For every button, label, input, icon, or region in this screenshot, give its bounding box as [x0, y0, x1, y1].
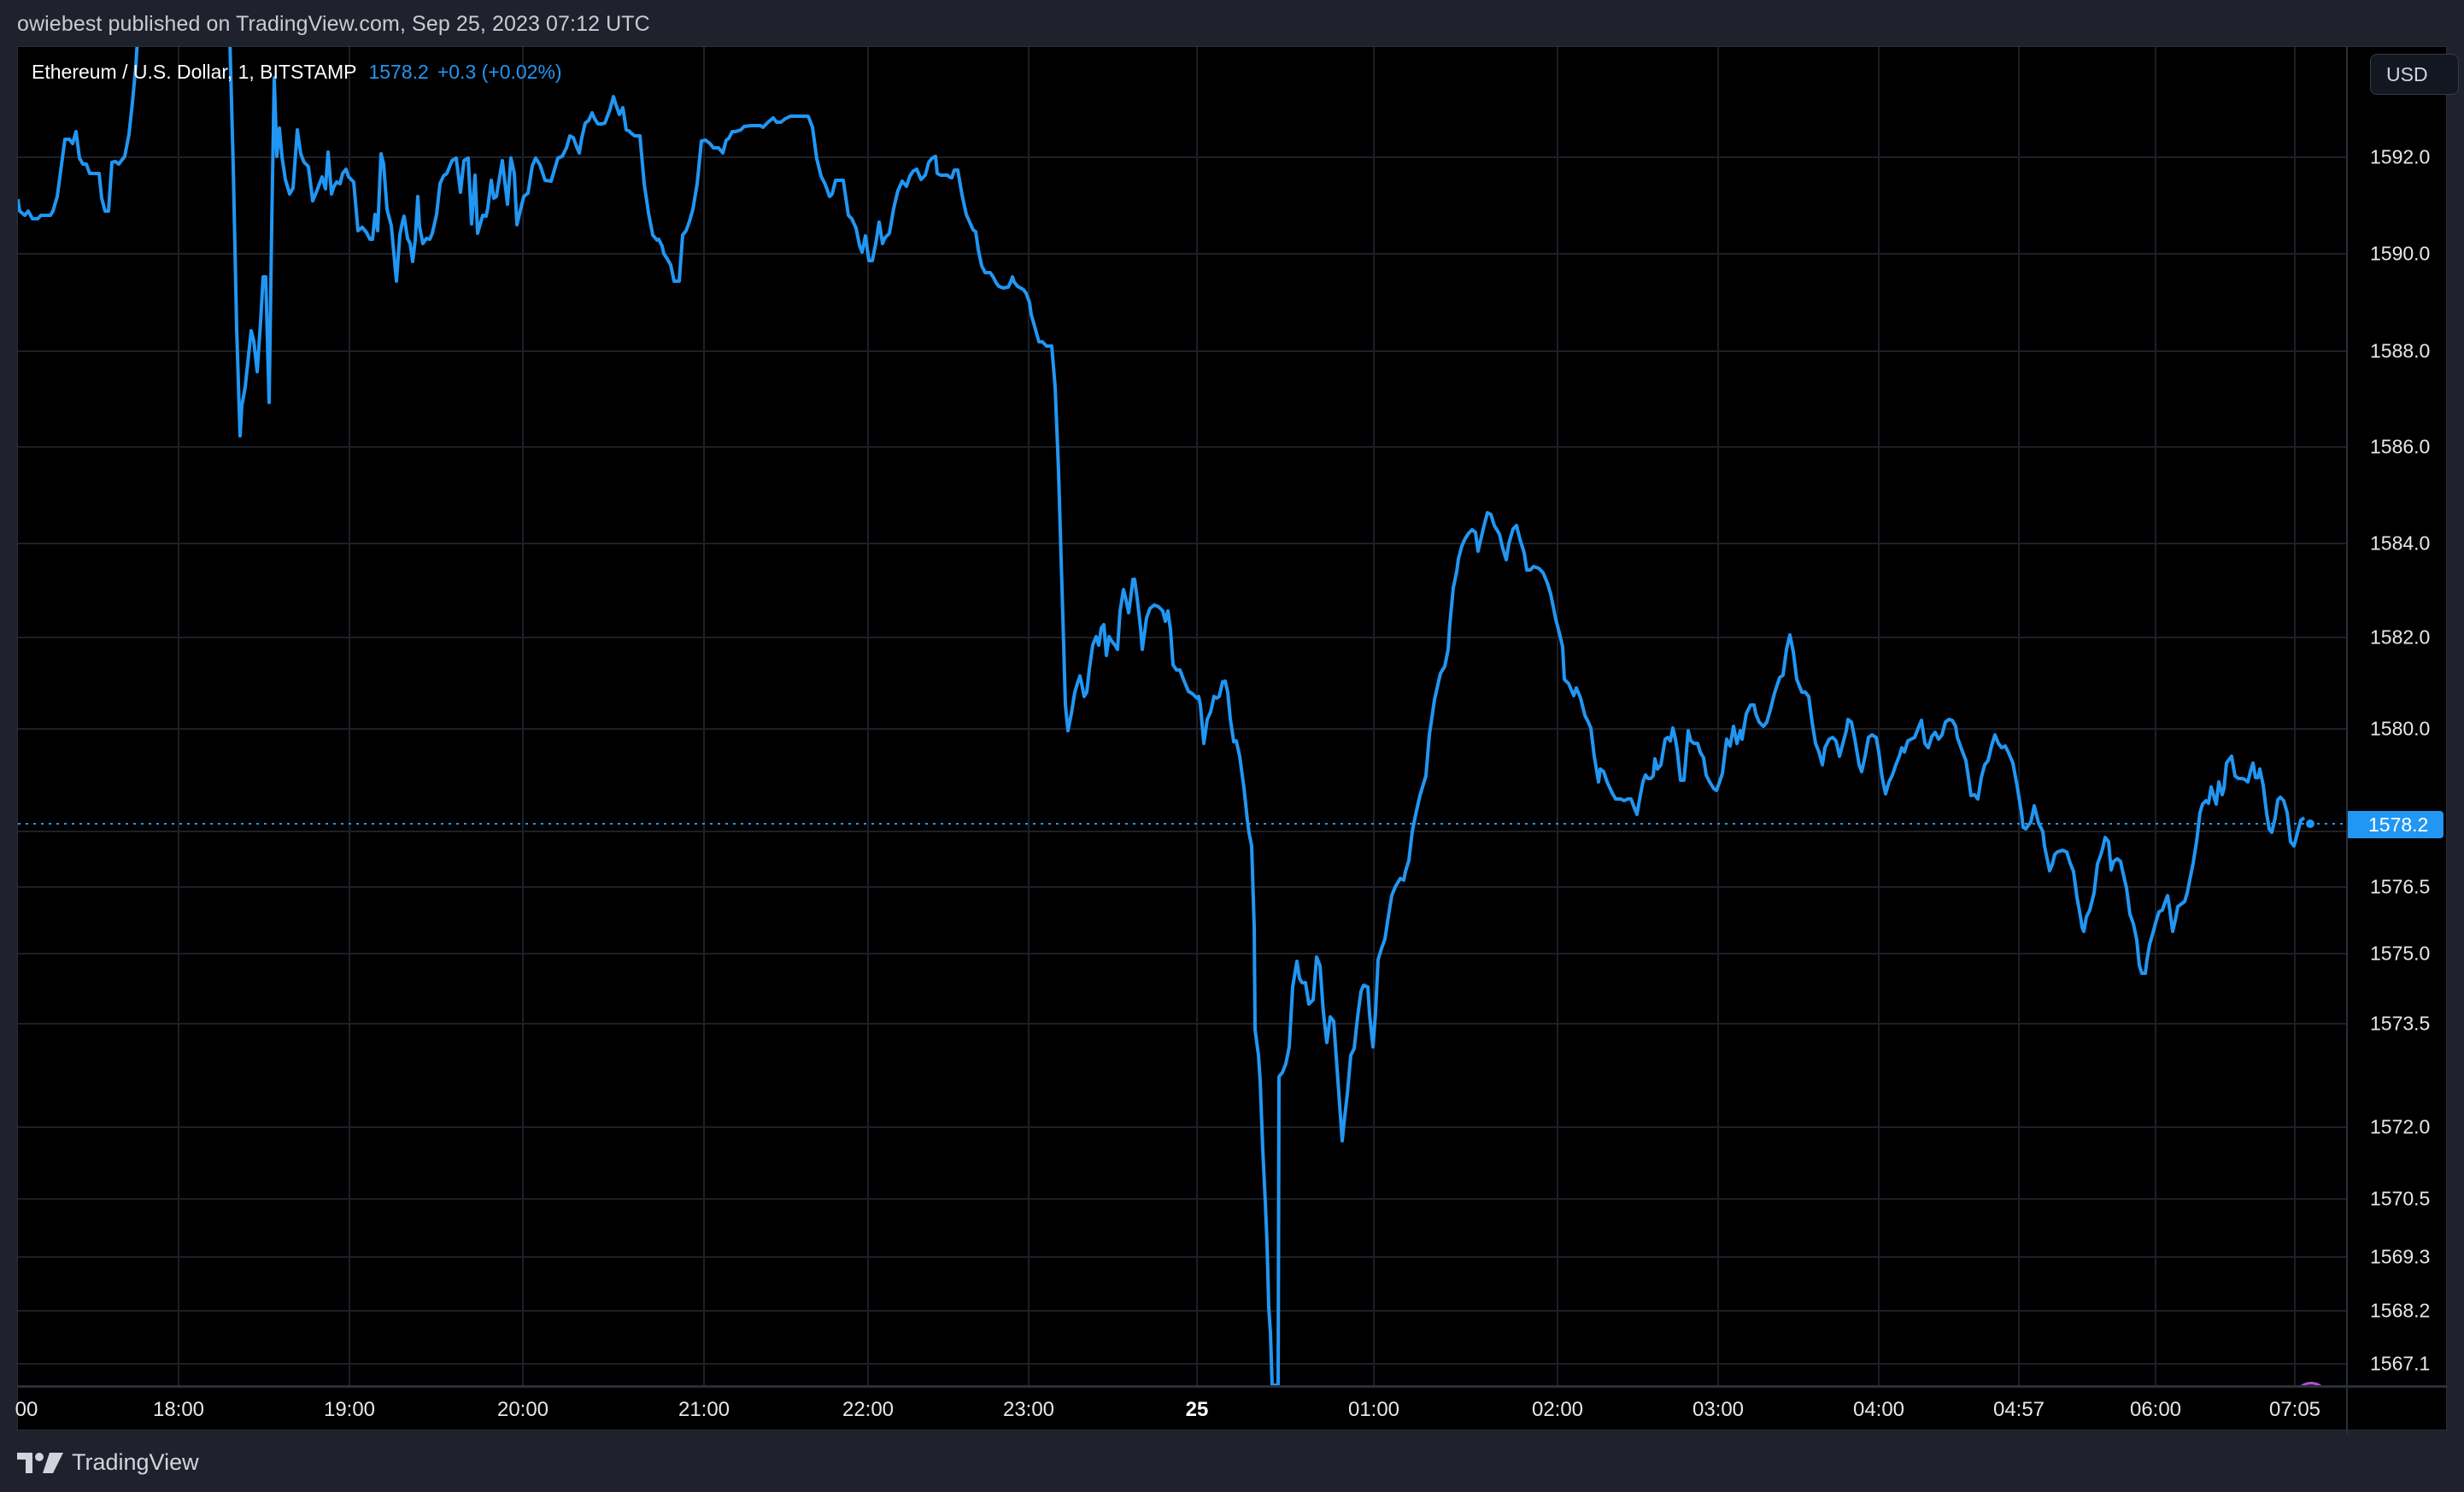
time-label: 04:00 [1852, 1398, 1905, 1421]
price-label: 1575.0 [2370, 942, 2431, 965]
price-label: 1567.1 [2370, 1352, 2431, 1375]
tradingview-logo-icon [17, 1452, 63, 1473]
chart-container[interactable]: Ethereum / U.S. Dollar, 1, BITSTAMP 1578.… [15, 46, 2459, 1434]
price-change: +0.3 (+0.02%) [437, 61, 562, 83]
price-label: 1572.0 [2370, 1115, 2431, 1138]
price-line [18, 47, 2306, 1385]
last-point-dot [2306, 819, 2314, 828]
symbol-title: Ethereum / U.S. Dollar, 1, BITSTAMP [32, 61, 357, 83]
time-label: 20:00 [496, 1398, 549, 1421]
symbol-legend[interactable]: Ethereum / U.S. Dollar, 1, BITSTAMP 1578.… [32, 61, 562, 84]
time-label: 23:00 [1002, 1398, 1055, 1421]
price-label: 1588.0 [2370, 339, 2431, 362]
current-price-badge: 1578.2 [2348, 811, 2443, 838]
time-label: 07:05 [2268, 1398, 2321, 1421]
time-label: 21:00 [678, 1398, 730, 1421]
price-label: 1592.0 [2370, 145, 2431, 168]
price-label: 1576.5 [2370, 875, 2431, 898]
time-label: 06:00 [2129, 1398, 2182, 1421]
price-pane[interactable]: Ethereum / U.S. Dollar, 1, BITSTAMP 1578.… [18, 47, 2346, 1385]
time-label: 04:57 [1992, 1398, 2045, 1421]
time-label: 18:00 [152, 1398, 205, 1421]
price-chart-svg [18, 47, 2346, 1385]
price-label: 1569.3 [2370, 1245, 2431, 1268]
price-label: 1582.0 [2370, 626, 2431, 649]
price-label: 1573.5 [2370, 1012, 2431, 1035]
time-label: 01:00 [1347, 1398, 1400, 1421]
time-label: 19:00 [323, 1398, 376, 1421]
price-axis[interactable]: 1592.0 1590.0 1588.0 1586.0 1584.0 1582.… [2346, 47, 2448, 1385]
grid-lines [18, 47, 2346, 1385]
tradingview-logo[interactable]: TradingView [17, 1449, 199, 1476]
last-price-value: 1578.2 [368, 61, 429, 83]
tradingview-wordmark: TradingView [72, 1449, 199, 1475]
axis-corner [2346, 1388, 2348, 1434]
price-label: 1584.0 [2370, 532, 2431, 555]
time-label: 22:00 [842, 1398, 895, 1421]
price-label: 1580.0 [2370, 717, 2431, 740]
currency-button[interactable]: USD [2370, 54, 2459, 95]
published-header: owiebest published on TradingView.com, S… [17, 12, 650, 36]
price-label: 1568.2 [2370, 1299, 2431, 1322]
time-label: 03:00 [1692, 1398, 1745, 1421]
time-label-day: 25 [1185, 1398, 1209, 1421]
price-label: 1570.5 [2370, 1187, 2431, 1210]
time-label: 02:00 [1531, 1398, 1584, 1421]
price-label: 1590.0 [2370, 242, 2431, 265]
price-label: 1586.0 [2370, 435, 2431, 458]
time-label: 00 [15, 1398, 38, 1421]
time-axis[interactable]: 00 18:00 19:00 20:00 21:00 22:00 23:00 2… [15, 1385, 2448, 1434]
